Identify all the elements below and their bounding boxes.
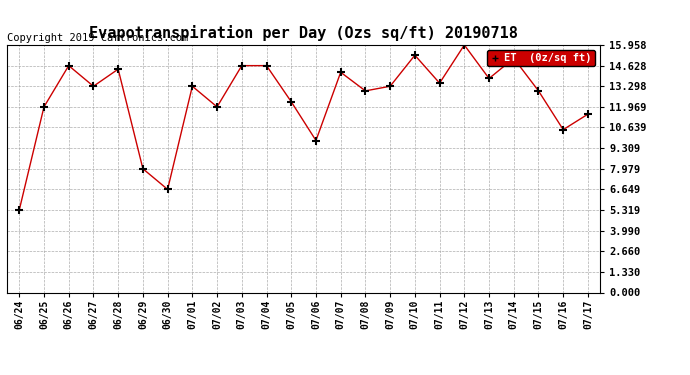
Text: Copyright 2019 Cartronics.com: Copyright 2019 Cartronics.com [7, 33, 188, 42]
Title: Evapotranspiration per Day (Ozs sq/ft) 20190718: Evapotranspiration per Day (Ozs sq/ft) 2… [89, 25, 518, 41]
Legend: ET  (0z/sq ft): ET (0z/sq ft) [486, 50, 595, 66]
